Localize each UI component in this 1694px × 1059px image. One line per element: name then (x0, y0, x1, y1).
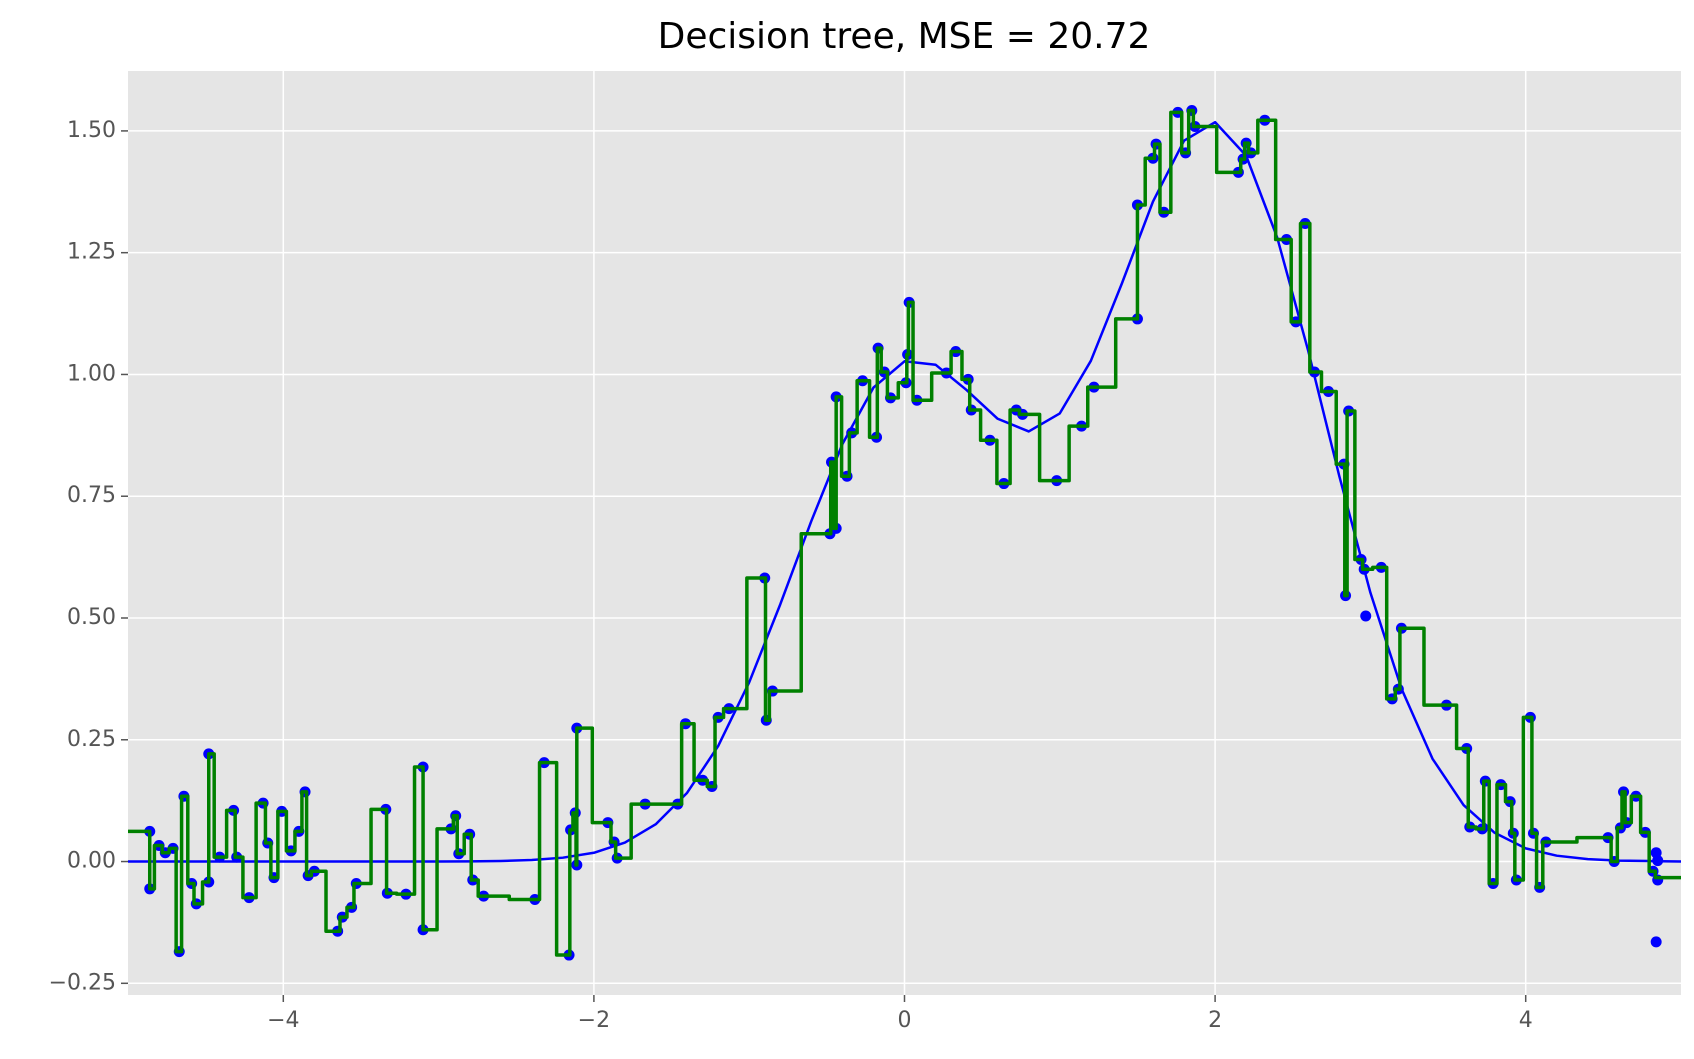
y-tick-label: 0.00 (67, 849, 116, 874)
y-tick-label: 0.25 (67, 727, 116, 752)
x-tick-label: 2 (1208, 1008, 1222, 1033)
chart-title: Decision tree, MSE = 20.72 (658, 16, 1151, 57)
data-point (1650, 936, 1662, 948)
x-tick-label: 4 (1519, 1008, 1533, 1033)
y-tick-label: 0.50 (67, 605, 116, 630)
data-point (1360, 610, 1372, 622)
step-line (128, 108, 1681, 957)
y-tick-label: 0.75 (67, 483, 116, 508)
x-tick-label: −4 (267, 1008, 299, 1033)
y-tick-label: 1.25 (67, 240, 116, 265)
x-tick-label: 0 (898, 1008, 912, 1033)
y-tick-label: −0.25 (49, 970, 116, 995)
x-tick-label: −2 (578, 1008, 610, 1033)
y-tick-label: 1.50 (67, 118, 116, 143)
y-tick-label: 1.00 (67, 361, 116, 386)
